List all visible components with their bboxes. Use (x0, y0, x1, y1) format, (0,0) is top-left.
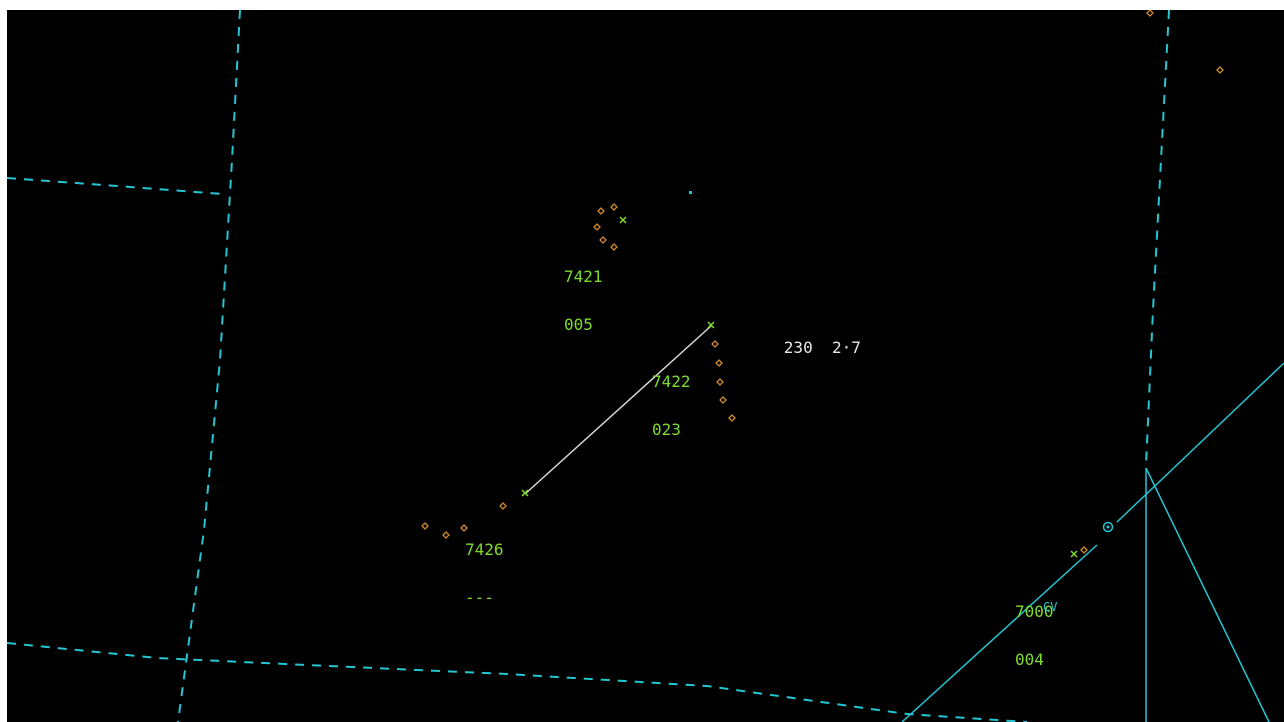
fix-label: CV (1043, 600, 1058, 614)
history-dot (593, 223, 601, 231)
track-7422-code: 7422 (652, 372, 691, 391)
track-7426-altitude: --- (465, 588, 494, 607)
history-dot (597, 207, 605, 215)
history-trails (421, 10, 1224, 554)
radar-scope (7, 10, 1284, 722)
primary-return-dot (689, 191, 692, 194)
track-7421-code: 7421 (564, 267, 603, 286)
range-bearing-line (524, 325, 712, 495)
track-7426-code: 7426 (465, 540, 504, 559)
history-dot (599, 236, 607, 244)
history-dot (1146, 10, 1154, 17)
history-dot (610, 243, 618, 251)
track-7000-position-icon[interactable] (1070, 550, 1078, 558)
track-7422-datablock[interactable]: 7422 023 (652, 342, 710, 470)
airspace-boundaries (7, 10, 1170, 722)
track-7000-code: 7000 (1015, 602, 1054, 621)
history-dot (728, 414, 736, 422)
sector-lines (901, 362, 1284, 722)
track-7000-altitude: 004 (1015, 650, 1044, 669)
distance-value: 2·7 (831, 338, 861, 357)
history-dot (610, 203, 618, 211)
track-7421-altitude: 005 (564, 315, 593, 334)
approach-line-left (901, 544, 1098, 722)
history-dot (711, 340, 719, 348)
history-dot (421, 522, 429, 530)
history-dot (1080, 546, 1088, 554)
approach-line-right (1116, 362, 1284, 523)
track-7422-altitude: 023 (652, 420, 681, 439)
track-7422-position-icon[interactable] (707, 321, 715, 329)
radar-display[interactable]: 7421 005 7422 023 7426 --- 7000 004 CV 2… (7, 10, 1284, 722)
sector-diagonal (1145, 467, 1270, 722)
track-7421-position-icon[interactable] (619, 216, 627, 224)
bearing-value: 230 (783, 338, 813, 357)
history-dot (1216, 66, 1224, 74)
track-7421-datablock[interactable]: 7421 005 (564, 237, 622, 365)
track-positions (521, 216, 1078, 558)
history-dot (442, 531, 450, 539)
boundary-west-vertical (177, 10, 241, 722)
history-dot (460, 524, 468, 532)
boundary-northwest (7, 177, 223, 195)
track-7426-position-icon[interactable] (521, 489, 529, 497)
boundary-east-vertical (1145, 10, 1170, 466)
target-ring-icon[interactable] (1102, 521, 1114, 533)
history-dot (499, 502, 507, 510)
track-7426-datablock[interactable]: 7426 --- (465, 510, 523, 638)
track-7000-datablock[interactable]: 7000 004 (1015, 572, 1073, 700)
history-dot (715, 359, 723, 367)
history-dot (719, 396, 727, 404)
range-bearing-readout: 230 2·7 (726, 324, 861, 372)
boundary-south (7, 642, 1028, 722)
history-dot (716, 378, 724, 386)
